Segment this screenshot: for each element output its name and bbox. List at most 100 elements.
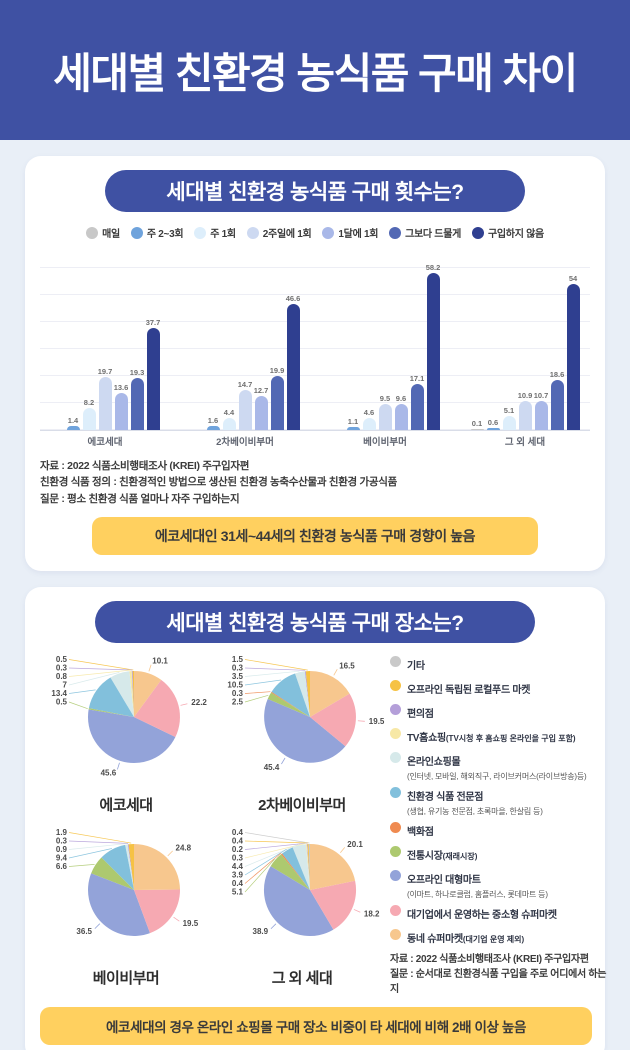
pie-slice [125, 844, 134, 890]
bar [486, 428, 500, 430]
bar [470, 429, 484, 430]
legend-dot-icon [390, 751, 401, 763]
frequency-source-note: 자료 : 2022 식품소비행태조사 (KREI) 주구입자편 친환경 식품 정의… [40, 458, 590, 507]
bar [410, 383, 424, 430]
pie-value-label: 2.5 [232, 697, 244, 706]
pie-label-line [167, 850, 173, 856]
bar-column: 37.7 [145, 250, 161, 430]
pie-label-line [180, 703, 188, 706]
legend-item-text: 오프라인 독립된 로컬푸드 마켓 [407, 679, 530, 699]
pie-slice [127, 844, 134, 890]
pie-value-label: 0.5 [56, 655, 68, 664]
pie-value-label: 22.2 [191, 698, 207, 707]
pie-chart: 36.5 19.5 24.8 1.9 0.3 0.9 9.4 6.6 베이비부머 [40, 824, 212, 997]
pie-value-label: 0.4 [232, 828, 244, 837]
category-label: 에코세대 [87, 437, 123, 448]
pie-slice [87, 709, 176, 763]
legend-dot-icon [390, 655, 401, 667]
pie-label-line [68, 863, 95, 867]
legend-item-label: 오프라인 독립된 로컬푸드 마켓 [407, 684, 531, 696]
pie-label-line [340, 846, 346, 853]
bar-group: 0.1 0.6 5.1 10.9 10.7 18.6 54 [466, 250, 584, 430]
pie-label-line [94, 923, 101, 929]
bar-group: 1.1 4.6 9.5 9.6 17.1 58.2 [326, 250, 444, 430]
legend-item: 대기업에서 운영하는 중소형 슈퍼마켓 [390, 904, 612, 924]
pie-value-label: 10.1 [152, 656, 168, 665]
legend-item-label: 동네 슈퍼마켓 [407, 933, 463, 945]
pie-label-line [333, 668, 338, 676]
legend-item-label: 오프라인 대형마트 [407, 874, 481, 886]
pie-value-label: 24.8 [176, 843, 192, 852]
pie-value-label: 9.4 [56, 853, 68, 862]
place-legend: 기타 오프라인 독립된 로컬푸드 마켓 편의점 TV홈쇼핑(TV시청 후 홈쇼핑 온라… [390, 651, 612, 997]
pie-label-line [244, 848, 287, 876]
bar-column: 19.7 [98, 250, 112, 430]
legend-dot-icon [390, 928, 401, 940]
legend-item: 기타 [390, 655, 612, 675]
bar-value-label: 14.7 [237, 380, 253, 390]
place-section-title: 세대별 친환경 농식품 구매 장소는? [95, 600, 535, 643]
pie-value-label: 0.9 [56, 845, 68, 854]
bar [286, 304, 300, 430]
pie-label-line [244, 691, 271, 694]
bar-column: 5.1 [502, 250, 516, 430]
bar [206, 425, 220, 430]
pie-value-label: 38.9 [253, 927, 269, 936]
pie-value-label: 4.4 [232, 862, 244, 871]
bar-column: 10.9 [518, 250, 532, 430]
legend-item: 주 2~3회 [130, 225, 184, 240]
pie-value-label: 45.4 [264, 763, 280, 772]
legend-dot-icon [130, 226, 143, 239]
pie-value-label: 19.5 [369, 717, 385, 726]
pie-slice [131, 670, 134, 717]
pie-label-line [244, 840, 309, 844]
legend-dot-icon [246, 226, 259, 239]
legend-item: 동네 슈퍼마켓(대기업 운영 제외) [390, 928, 612, 948]
pie-value-label: 20.1 [347, 840, 363, 849]
source-line: 친환경 식품 정의 : 친환경적인 방법으로 생산된 친환경 농축수산물과 친환… [40, 476, 397, 489]
source-line: 질문 : 평소 친환경 식품 얼마나 자주 구입하는지 [40, 492, 240, 505]
pie-label-line [68, 831, 132, 844]
bar [254, 395, 268, 430]
legend-item-label: 백화점 [407, 826, 434, 838]
bar-column: 1.4 [66, 250, 80, 430]
source-line: 자료 : 2022 식품소비행태조사 (KREI) 주구입자편 [390, 953, 589, 965]
bar-column: 9.5 [378, 250, 392, 430]
pie-label-line [244, 842, 308, 850]
legend-item: 오프라인 대형마트 (이마트, 하나로클럽, 홈플러스, 롯데마트 등) [390, 869, 612, 900]
pie-value-label: 18.2 [364, 909, 380, 918]
pie-label-line [353, 908, 361, 913]
place-card: 세대별 친환경 농식품 구매 장소는? 45.6 22.2 10.1 0.5 0.3 0.… [25, 586, 606, 1050]
bar-value-label: 17.1 [409, 373, 425, 383]
pie-value-label: 0.3 [232, 853, 244, 862]
pie-label-line [173, 916, 180, 922]
bar-value-label: 37.7 [145, 318, 161, 328]
bar [270, 376, 284, 430]
legend-dot-icon [390, 821, 401, 833]
bar-value-label: 0.6 [487, 418, 499, 428]
frequency-callout: 에코세대인 31세~44세의 친환경 농식품 구매 경향이 높음 [92, 516, 538, 555]
bar-column [191, 250, 204, 430]
pie-value-label: 16.5 [339, 661, 355, 670]
bar [130, 377, 144, 430]
bar [518, 400, 532, 430]
pie-label-line [68, 701, 88, 709]
legend-item: 전통시장(재래시장) [390, 845, 612, 865]
legend-item-label: 주 1회 [210, 229, 236, 240]
pie-label-line [357, 720, 365, 722]
legend-item-note: (TV시청 후 홈쇼핑 온라인을 구입 포함) [445, 733, 576, 743]
pie-value-label: 1.9 [56, 828, 68, 837]
pie-label-line [244, 694, 269, 703]
pie-title: 2차베이비부머 [258, 796, 346, 814]
bar-value-label: 4.6 [363, 407, 375, 417]
bar [502, 416, 516, 430]
source-line: 질문 : 순서대로 친환경식품 구입을 주로 어디에서 하는지 [390, 968, 607, 995]
category-label: 베이비부머 [363, 437, 407, 448]
bar-value-label: 0.1 [471, 419, 483, 428]
pie-title: 베이비부머 [92, 969, 160, 987]
bar-value-label: 1.6 [207, 415, 219, 425]
pie-label-line [68, 658, 134, 671]
pie-label-line [68, 669, 131, 677]
pie-slice [88, 873, 150, 936]
